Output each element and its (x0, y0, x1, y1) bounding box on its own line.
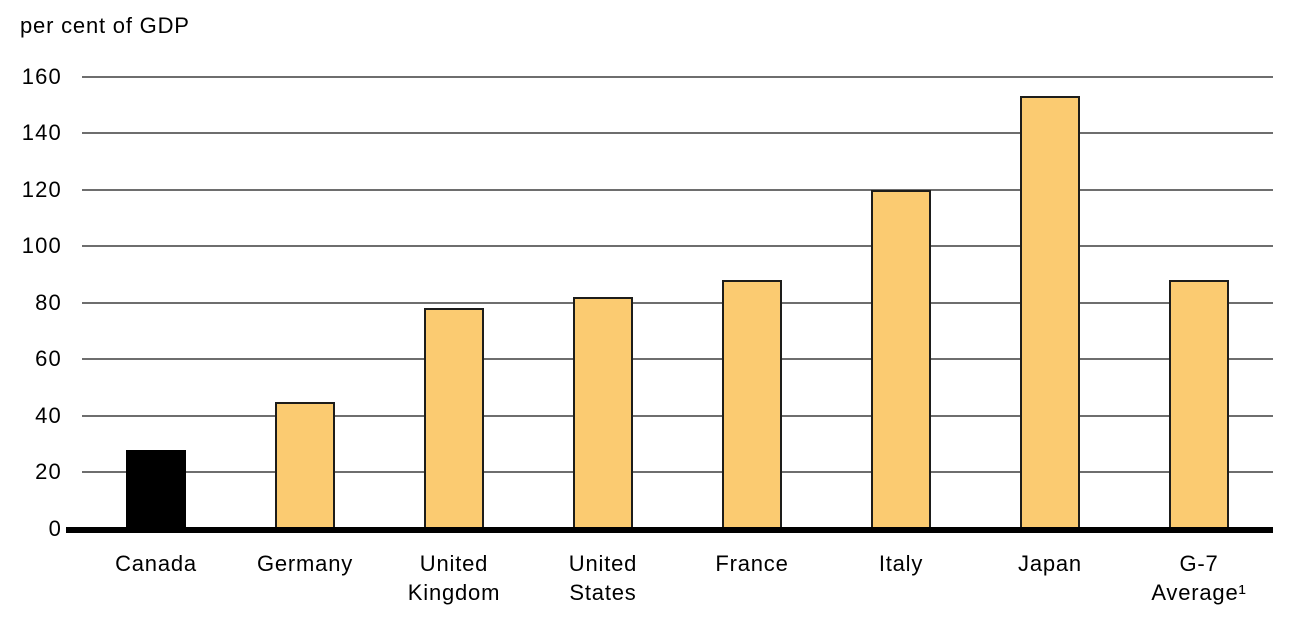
y-axis-unit-label: per cent of GDP (20, 13, 190, 38)
y-tick-label-20: 20 (35, 459, 62, 484)
x-label-united-states: United States (523, 549, 683, 607)
x-label-germany: Germany (225, 549, 385, 578)
bar-united-kingdom (424, 308, 484, 532)
bar-germany (275, 402, 335, 532)
y-tick-label-140: 140 (21, 120, 62, 145)
y-tick-label-80: 80 (35, 290, 62, 315)
x-label-japan: Japan (970, 549, 1130, 578)
bar-canada (126, 450, 186, 532)
gridline-100 (82, 245, 1273, 247)
x-label-line: Japan (1018, 551, 1082, 576)
x-label-line: Average¹ (1151, 580, 1247, 605)
x-label-line: Canada (115, 551, 197, 576)
gridline-60 (82, 358, 1273, 360)
x-label-line: France (715, 551, 789, 576)
bar-g-7-average- (1169, 280, 1229, 532)
x-label-line: Germany (256, 551, 354, 576)
x-label-line: States (569, 580, 637, 605)
bar-japan (1020, 96, 1080, 532)
gridline-140 (82, 132, 1273, 134)
gridline-80 (82, 302, 1273, 304)
gridline-160 (82, 76, 1273, 78)
x-label-line: United (568, 551, 638, 576)
y-tick-label-160: 160 (21, 64, 62, 89)
bar-united-states (573, 297, 633, 532)
x-label-united-kingdom: United Kingdom (374, 549, 534, 607)
x-label-canada: Canada (76, 549, 236, 578)
gridline-40 (82, 415, 1273, 417)
y-tick-label-0: 0 (48, 516, 62, 541)
y-tick-label-60: 60 (35, 346, 62, 371)
x-label-line: Italy (878, 551, 924, 576)
bar-france (722, 280, 782, 532)
gridline-120 (82, 189, 1273, 191)
y-tick-label-120: 120 (21, 177, 62, 202)
gridline-20 (82, 471, 1273, 473)
x-axis-baseline (66, 527, 1273, 533)
x-label-france: France (672, 549, 832, 578)
x-label-line: Kingdom (407, 580, 501, 605)
y-tick-label-100: 100 (21, 233, 62, 258)
x-label-italy: Italy (821, 549, 981, 578)
x-label-g-7-average-: G-7 Average¹ (1119, 549, 1279, 607)
y-tick-label-40: 40 (35, 403, 62, 428)
x-label-line: United (419, 551, 489, 576)
bar-italy (871, 190, 931, 532)
x-label-line: G-7 (1179, 551, 1219, 576)
